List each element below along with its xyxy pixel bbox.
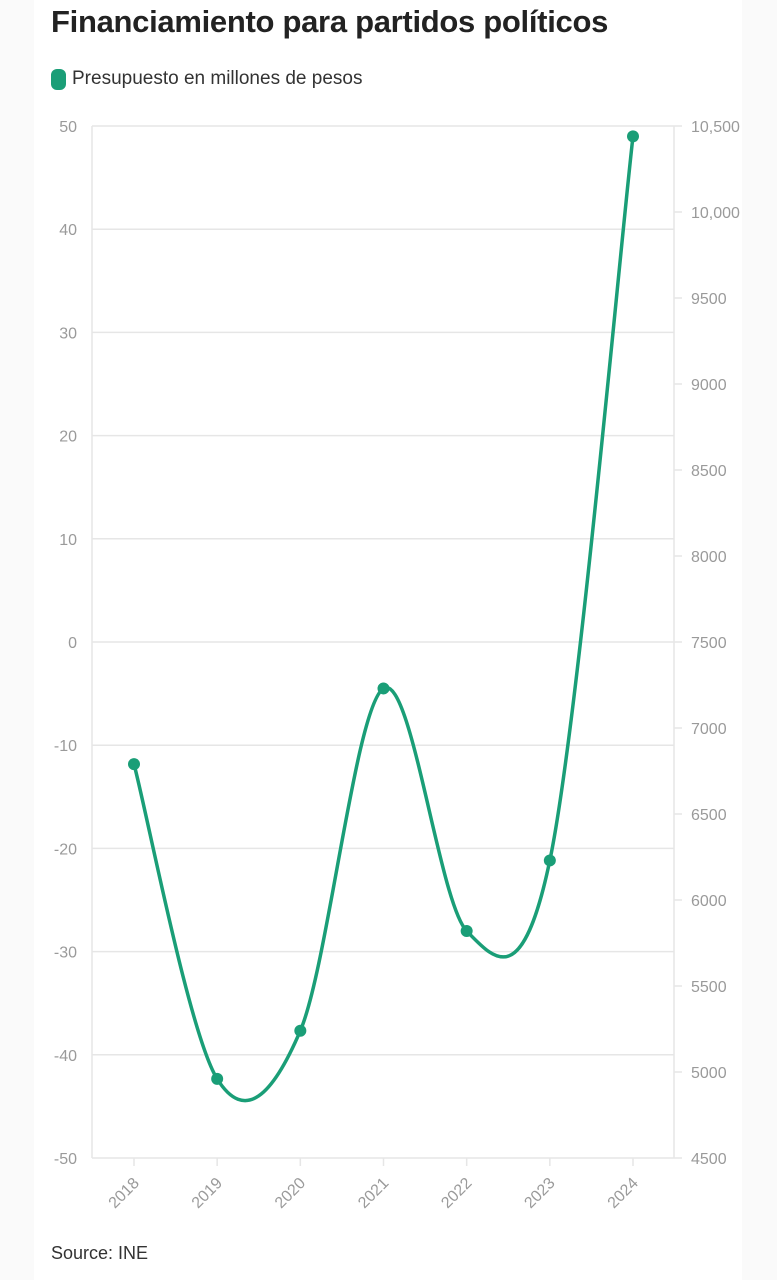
- legend[interactable]: Presupuesto en millones de pesos: [51, 68, 362, 90]
- legend-swatch: [51, 68, 66, 90]
- y-left-tick-label: -30: [54, 945, 77, 962]
- y-right-tick-label: 5000: [691, 1065, 727, 1082]
- data-point-2020: [294, 1024, 307, 1037]
- data-point-2021: [377, 682, 390, 695]
- y-right-tick-label: 8500: [691, 463, 727, 480]
- x-tick-label: 2018: [106, 1175, 143, 1212]
- y-left-tick-label: 30: [59, 325, 77, 342]
- y-left-tick-label: 50: [59, 119, 77, 136]
- y-left-tick-label: 40: [59, 222, 77, 239]
- y-left-tick-label: -20: [54, 841, 77, 858]
- legend-label: Presupuesto en millones de pesos: [72, 68, 363, 89]
- y-right-tick-label: 7000: [691, 721, 727, 738]
- left-margin: [0, 0, 34, 1280]
- y-right-tick-label: 8000: [691, 549, 727, 566]
- y-left-tick-label: -50: [54, 1151, 77, 1168]
- x-tick-label: 2023: [521, 1175, 558, 1212]
- source-note: Source: INE: [51, 1243, 149, 1263]
- x-tick-label: 2022: [438, 1175, 475, 1212]
- y-left-tick-label: -10: [54, 738, 77, 755]
- x-tick-label: 2020: [272, 1175, 309, 1212]
- data-point-2019: [211, 1072, 224, 1085]
- y-right-tick-label: 7500: [691, 635, 727, 652]
- y-right-tick-label: 10,000: [691, 205, 740, 222]
- data-point-2022: [460, 924, 473, 937]
- y-left-tick-label: 20: [59, 429, 77, 446]
- data-point-2023: [543, 854, 556, 867]
- y-axis-left: 50 40 30 20 10 0 -10 -20 -30 -40 -50: [54, 119, 77, 1168]
- x-tick-label: 2019: [189, 1175, 226, 1212]
- y-left-tick-label: 0: [68, 635, 77, 652]
- data-point-2024: [627, 130, 639, 143]
- y-right-tick-label: 4500: [691, 1151, 727, 1168]
- y-right-tick-label: 9500: [691, 291, 727, 308]
- y-left-tick-label: -40: [54, 1048, 77, 1065]
- grid-lines: [91, 125, 675, 1159]
- right-margin: [742, 0, 777, 1280]
- x-axis: 2018 2019 2020 2021 2022 2023 2024: [106, 1158, 642, 1212]
- x-tick-label: 2024: [605, 1175, 642, 1212]
- y-right-tick-label: 5500: [691, 979, 727, 996]
- y-axis-right: 10,500 10,000 9500 9000 8500 8000 7500 7000 6500…: [674, 119, 740, 1168]
- y-right-tick-label: 6000: [691, 893, 727, 910]
- x-tick-label: 2021: [355, 1175, 392, 1212]
- series-line: [132, 134, 635, 1103]
- y-left-tick-label: 10: [59, 532, 77, 549]
- series-layer: [128, 130, 639, 1103]
- chart-title: Financiamiento para partidos políticos: [51, 4, 609, 39]
- y-right-tick-label: 10,500: [691, 119, 740, 136]
- data-point-2018: [128, 758, 140, 771]
- y-right-tick-label: 6500: [691, 807, 727, 824]
- y-right-tick-label: 9000: [691, 377, 727, 394]
